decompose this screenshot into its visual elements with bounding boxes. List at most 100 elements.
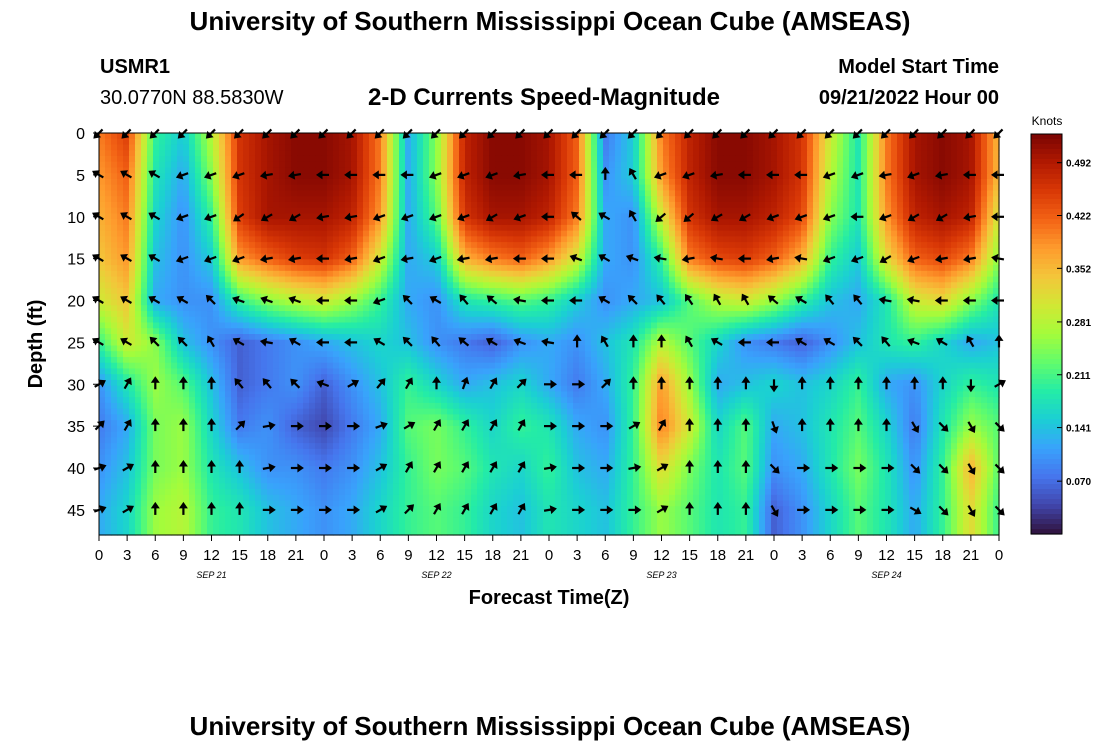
- heatmap-cell: [393, 253, 400, 260]
- heatmap-cell: [687, 230, 694, 237]
- model-start-label: Model Start Time: [838, 56, 999, 78]
- heatmap-cell: [363, 293, 370, 301]
- heatmap-cell: [627, 305, 634, 312]
- heatmap-cell: [249, 184, 256, 192]
- heatmap-cell: [141, 155, 148, 163]
- heatmap-cell: [273, 196, 280, 203]
- heatmap-cell: [579, 207, 586, 214]
- heatmap-cell: [327, 155, 334, 163]
- heatmap-cell: [597, 196, 604, 203]
- heatmap-cell: [123, 196, 130, 203]
- heatmap-cell: [327, 299, 334, 306]
- heatmap-cell: [357, 259, 364, 266]
- heatmap-cell: [447, 144, 454, 151]
- heatmap-cell: [699, 276, 706, 283]
- heatmap-cell: [969, 161, 976, 169]
- heatmap-cell: [315, 265, 322, 272]
- heatmap-cell: [381, 311, 388, 318]
- heatmap-cell: [417, 265, 424, 272]
- heatmap-cell: [225, 150, 232, 157]
- heatmap-cell: [195, 155, 202, 163]
- heatmap-cell: [519, 144, 526, 151]
- heatmap-cell: [477, 173, 484, 180]
- heatmap-cell: [417, 253, 424, 260]
- heatmap-cell: [819, 247, 826, 255]
- heatmap-cell: [729, 138, 736, 146]
- heatmap-cell: [255, 207, 262, 214]
- heatmap-cell: [819, 196, 826, 203]
- heatmap-cell: [945, 133, 952, 140]
- heatmap-cell: [447, 316, 454, 324]
- heatmap-cell: [369, 224, 376, 232]
- heatmap-cell: [513, 150, 520, 157]
- heatmap-cell: [981, 219, 988, 226]
- heatmap-cell: [609, 270, 616, 278]
- heatmap-cell: [507, 178, 514, 186]
- heatmap-cell: [471, 316, 478, 324]
- heatmap-cell: [429, 144, 436, 151]
- heatmap-cell: [993, 242, 1000, 249]
- heatmap-cell: [645, 293, 652, 301]
- heatmap-cell: [471, 167, 478, 174]
- heatmap-cell: [927, 311, 934, 318]
- heatmap-cell: [435, 253, 442, 260]
- heatmap-cell: [501, 242, 508, 249]
- heatmap-cell: [123, 201, 130, 209]
- heatmap-cell: [837, 316, 844, 324]
- heatmap-cell: [123, 305, 130, 312]
- heatmap-cell: [885, 184, 892, 192]
- heatmap-cell: [315, 270, 322, 278]
- heatmap-cell: [291, 265, 298, 272]
- model-start-time: 09/21/2022 Hour 00: [818, 87, 999, 109]
- heatmap-cell: [147, 236, 154, 243]
- heatmap-cell: [279, 155, 286, 163]
- heatmap-cell: [711, 150, 718, 157]
- heatmap-cell: [225, 161, 232, 169]
- heatmap-cell: [597, 230, 604, 237]
- heatmap-cell: [303, 213, 310, 220]
- heatmap-cell: [495, 282, 502, 289]
- heatmap-cell: [657, 247, 664, 255]
- heatmap-cell: [417, 311, 424, 318]
- heatmap-cell: [801, 190, 808, 197]
- heatmap-cell: [273, 288, 280, 295]
- heatmap-cell: [117, 161, 124, 169]
- heatmap-cell: [891, 207, 898, 214]
- heatmap-cell: [369, 288, 376, 295]
- heatmap-cell: [249, 173, 256, 180]
- heatmap-cell: [561, 173, 568, 180]
- heatmap-cell: [483, 190, 490, 197]
- heatmap-cell: [165, 173, 172, 180]
- heatmap-cell: [735, 190, 742, 197]
- heatmap-cell: [531, 173, 538, 180]
- heatmap-cell: [105, 201, 112, 209]
- heatmap-cell: [585, 270, 592, 278]
- heatmap-cell: [573, 155, 580, 163]
- heatmap-cell: [543, 138, 550, 146]
- heatmap-cell: [849, 207, 856, 214]
- heatmap-cell: [363, 265, 370, 272]
- heatmap-cell: [183, 305, 190, 312]
- heatmap-cell: [645, 282, 652, 289]
- heatmap-cell: [831, 144, 838, 151]
- heatmap-cell: [417, 207, 424, 214]
- heatmap-cell: [669, 144, 676, 151]
- heatmap-cell: [525, 242, 532, 249]
- heatmap-cell: [807, 316, 814, 324]
- heatmap-cell: [951, 242, 958, 249]
- heatmap-cell: [465, 276, 472, 283]
- heatmap-cell: [441, 316, 448, 324]
- heatmap-cell: [237, 236, 244, 243]
- heatmap-cell: [525, 259, 532, 266]
- heatmap-cell: [711, 161, 718, 169]
- heatmap-cell: [375, 224, 382, 232]
- heatmap-cell: [987, 161, 994, 169]
- heatmap-cell: [873, 247, 880, 255]
- heatmap-cell: [939, 144, 946, 151]
- heatmap-cell: [171, 299, 178, 306]
- heatmap-cell: [141, 282, 148, 289]
- heatmap-cell: [657, 305, 664, 312]
- heatmap-cell: [249, 305, 256, 312]
- heatmap-cell: [837, 242, 844, 249]
- heatmap-cell: [993, 265, 1000, 272]
